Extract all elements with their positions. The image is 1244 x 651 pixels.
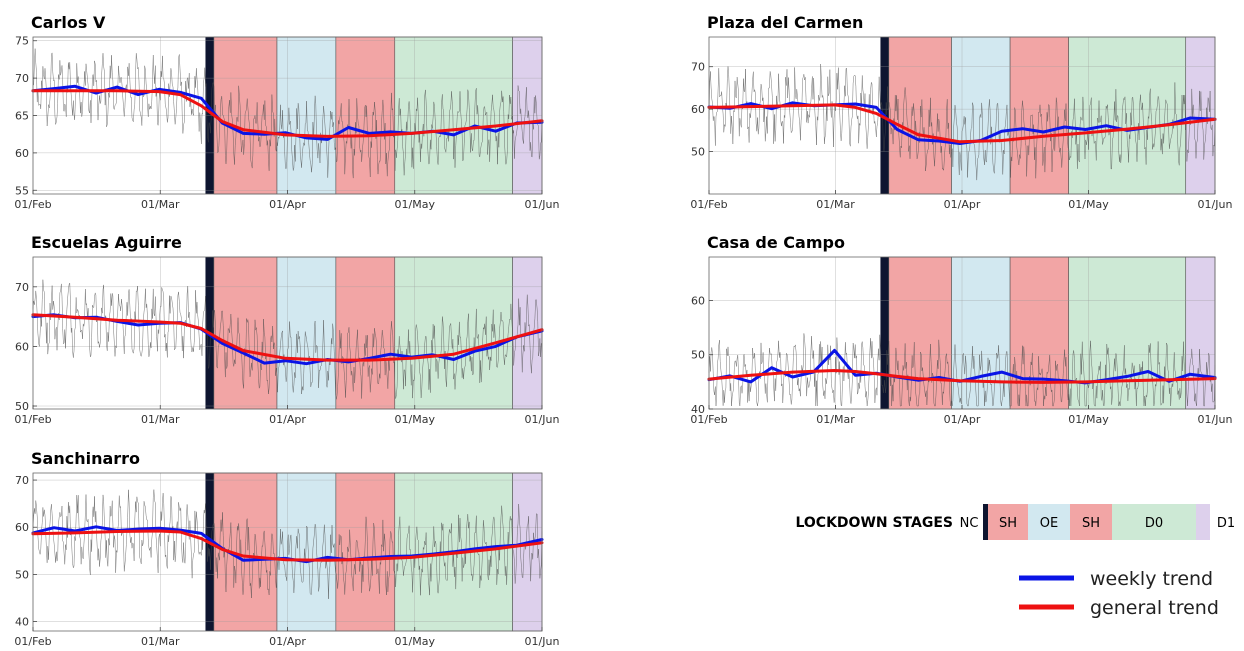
stage-legend-heading: LOCKDOWN STAGES <box>795 515 953 531</box>
stage-legend-label-oe: OE <box>1040 516 1058 531</box>
stage-band-oe <box>276 256 337 410</box>
stage-band-sh <box>213 256 278 410</box>
y-tick-label: 50 <box>691 146 705 159</box>
x-tick-label: 01/Mar <box>141 635 180 648</box>
trend-legend: weekly trend general trend <box>1019 568 1219 619</box>
x-tick-label: 01/Jun <box>525 413 560 426</box>
x-tick-label: 01/Jun <box>525 198 560 211</box>
x-tick-label: 01/May <box>1068 198 1109 211</box>
x-tick-label: 01/Apr <box>269 198 306 211</box>
stage-legend-box-sh <box>1070 504 1112 540</box>
chart-panel: 40 50 60 70 01/Feb 01/Mar 01/Apr 01/May 01/Jun Sa… <box>14 449 559 648</box>
y-tick-label: 70 <box>15 474 29 487</box>
stage-band-sh <box>1009 36 1069 195</box>
y-tick-label: 70 <box>15 72 29 85</box>
stage-band-d1 <box>1185 256 1216 410</box>
y-tick-label: 60 <box>691 103 705 116</box>
chart-title: Escuelas Aguirre <box>31 233 182 252</box>
stage-band-sh <box>888 256 952 410</box>
stage-band-sh <box>335 472 396 632</box>
raw-trace <box>32 279 543 400</box>
stage-legend-box-d1 <box>1196 504 1210 540</box>
general-trend-line <box>31 529 544 562</box>
x-tick-label: 01/Feb <box>14 198 51 211</box>
stage-legend-label-sh: SH <box>999 516 1017 531</box>
y-tick-label: 50 <box>691 349 705 362</box>
stage-band-nc <box>880 257 889 409</box>
weekly-trend-line <box>31 84 544 141</box>
weekly-trend-label: weekly trend <box>1090 568 1213 590</box>
y-tick-label: 40 <box>15 616 29 629</box>
y-tick-label: 65 <box>15 110 29 123</box>
stage-legend-label-sh: SH <box>1082 516 1100 531</box>
x-tick-label: 01/Jun <box>1198 198 1233 211</box>
y-tick-label: 60 <box>15 340 29 353</box>
chart-title: Sanchinarro <box>31 449 140 468</box>
general-trend-line <box>707 103 1217 144</box>
stage-legend-box-oe <box>1028 504 1070 540</box>
general-trend-label: general trend <box>1090 597 1219 619</box>
chart-title: Casa de Campo <box>707 233 845 252</box>
stage-band-oe <box>276 472 337 632</box>
stage-legend-label-d1: D1 <box>1217 516 1235 531</box>
x-tick-label: 01/May <box>395 635 436 648</box>
x-tick-label: 01/Mar <box>141 198 180 211</box>
general-trend-line <box>31 313 544 362</box>
x-tick-label: 01/Jun <box>525 635 560 648</box>
stage-legend-label-d0: D0 <box>1145 516 1163 531</box>
x-tick-label: 01/May <box>1068 413 1109 426</box>
x-tick-label: 01/Apr <box>269 635 306 648</box>
x-tick-label: 01/Mar <box>141 413 180 426</box>
stage-legend-box-sh <box>988 504 1028 540</box>
stage-band-sh <box>1009 256 1069 410</box>
y-tick-label: 60 <box>691 294 705 307</box>
raw-trace <box>708 63 1216 181</box>
x-tick-label: 01/Feb <box>690 413 727 426</box>
stage-band-sh <box>335 256 396 410</box>
y-tick-label: 55 <box>15 184 29 197</box>
x-tick-label: 01/Mar <box>816 198 855 211</box>
y-tick-label: 60 <box>15 147 29 160</box>
y-tick-label: 50 <box>15 568 29 581</box>
x-tick-label: 01/Apr <box>944 413 981 426</box>
chart-title: Plaza del Carmen <box>707 13 863 32</box>
stage-band-d0 <box>1068 36 1187 195</box>
stage-legend-box-nc <box>983 504 988 540</box>
stage-band-d1 <box>512 472 543 632</box>
stage-legend-label-nc: NC <box>960 516 979 531</box>
chart-panel: 50 60 70 01/Feb 01/Mar 01/Apr 01/May 01/Jun Plaz… <box>690 13 1232 211</box>
y-tick-label: 75 <box>15 35 29 48</box>
general-trend-line <box>31 89 544 138</box>
y-tick-label: 70 <box>15 281 29 294</box>
x-tick-label: 01/Apr <box>269 413 306 426</box>
stage-band-oe <box>951 256 1011 410</box>
chart-panel: 40 50 60 01/Feb 01/Mar 01/Apr 01/May 01/Jun Casa… <box>690 233 1232 426</box>
y-tick-label: 60 <box>15 521 29 534</box>
stage-band-d0 <box>394 256 513 410</box>
general-trend-line <box>707 369 1217 384</box>
stage-legend-box-nc <box>955 504 983 540</box>
chart-panel: 55 60 65 70 75 01/Feb 01/Mar 01/Apr 01/May 01/Jun… <box>14 13 559 211</box>
y-tick-label: 40 <box>691 403 705 416</box>
stage-band-oe <box>951 36 1011 195</box>
stage-legend: LOCKDOWN STAGES NC SH OE SH D0 D1 <box>795 504 1235 540</box>
x-tick-label: 01/May <box>395 198 436 211</box>
x-tick-label: 01/Jun <box>1198 413 1233 426</box>
x-tick-label: 01/Feb <box>14 413 51 426</box>
x-tick-label: 01/Feb <box>14 635 51 648</box>
chart-panel: 50 60 70 01/Feb 01/Mar 01/Apr 01/May 01/Jun Escu… <box>14 233 559 426</box>
y-tick-label: 70 <box>691 61 705 74</box>
chart-title: Carlos V <box>31 13 106 32</box>
x-tick-label: 01/Feb <box>690 198 727 211</box>
x-tick-label: 01/Mar <box>816 413 855 426</box>
y-tick-label: 50 <box>15 400 29 413</box>
x-tick-label: 01/May <box>395 413 436 426</box>
x-tick-label: 01/Apr <box>944 198 981 211</box>
stage-legend-box-d0 <box>1112 504 1196 540</box>
